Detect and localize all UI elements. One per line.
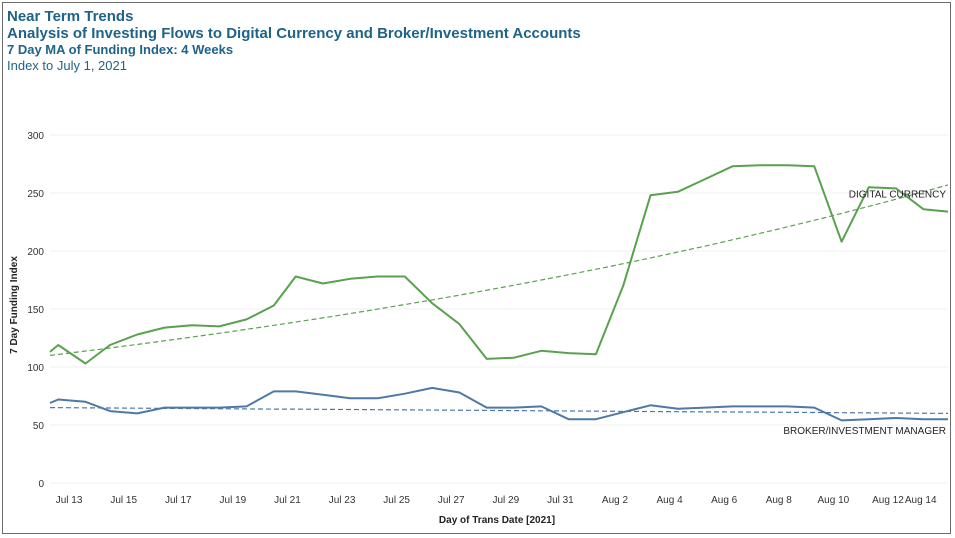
x-tick-label: Jul 13 <box>56 495 83 506</box>
x-tick-label: Jul 15 <box>110 495 137 506</box>
x-tick-label: Aug 4 <box>657 495 684 506</box>
series-line-broker-investment-manager <box>50 388 948 421</box>
x-tick-label: Aug 12 <box>872 495 904 506</box>
x-tick-label: Jul 25 <box>383 495 410 506</box>
series-line-digital-currency <box>50 165 948 363</box>
y-tick-label: 100 <box>27 363 44 374</box>
y-tick-label: 300 <box>27 131 44 142</box>
y-tick-label: 0 <box>38 479 44 490</box>
series-labels: DIGITAL CURRENCY BROKER/INVESTMENT MANAGE… <box>783 190 946 438</box>
x-axis-ticks: Jul 13 Jul 15 Jul 17 Jul 19 Jul 21 Jul 23 Jul … <box>56 495 937 506</box>
series-lines <box>50 165 948 420</box>
x-tick-label: Aug 2 <box>602 495 629 506</box>
x-tick-label: Jul 21 <box>274 495 301 506</box>
line-chart: 050100150200250300 Jul 13 Jul 15 Jul 17 Jul… <box>0 0 955 538</box>
x-tick-label: Jul 19 <box>220 495 247 506</box>
x-tick-label: Aug 14 <box>905 495 937 506</box>
y-tick-label: 50 <box>33 421 45 432</box>
x-tick-label: Jul 29 <box>492 495 519 506</box>
y-tick-label: 200 <box>27 247 44 258</box>
series-label-broker-investment-manager: BROKER/INVESTMENT MANAGER <box>783 426 946 437</box>
x-tick-label: Jul 23 <box>329 495 356 506</box>
x-axis-title: Day of Trans Date [2021] <box>439 515 555 526</box>
y-axis-ticks: 0 50 100 150 200 250 300 <box>27 131 44 490</box>
x-tick-label: Aug 8 <box>766 495 793 506</box>
y-tick-label: 250 <box>27 189 44 200</box>
x-tick-label: Jul 31 <box>547 495 574 506</box>
x-tick-label: Jul 17 <box>165 495 192 506</box>
y-axis-title: 7 Day Funding Index <box>9 256 20 354</box>
trendlines <box>50 185 948 414</box>
series-label-digital-currency: DIGITAL CURRENCY <box>849 190 947 201</box>
x-tick-label: Aug 6 <box>711 495 738 506</box>
y-tick-label: 150 <box>27 305 44 316</box>
x-tick-label: Aug 10 <box>818 495 850 506</box>
trendline-digital-currency <box>50 185 948 356</box>
x-tick-label: Jul 27 <box>438 495 465 506</box>
